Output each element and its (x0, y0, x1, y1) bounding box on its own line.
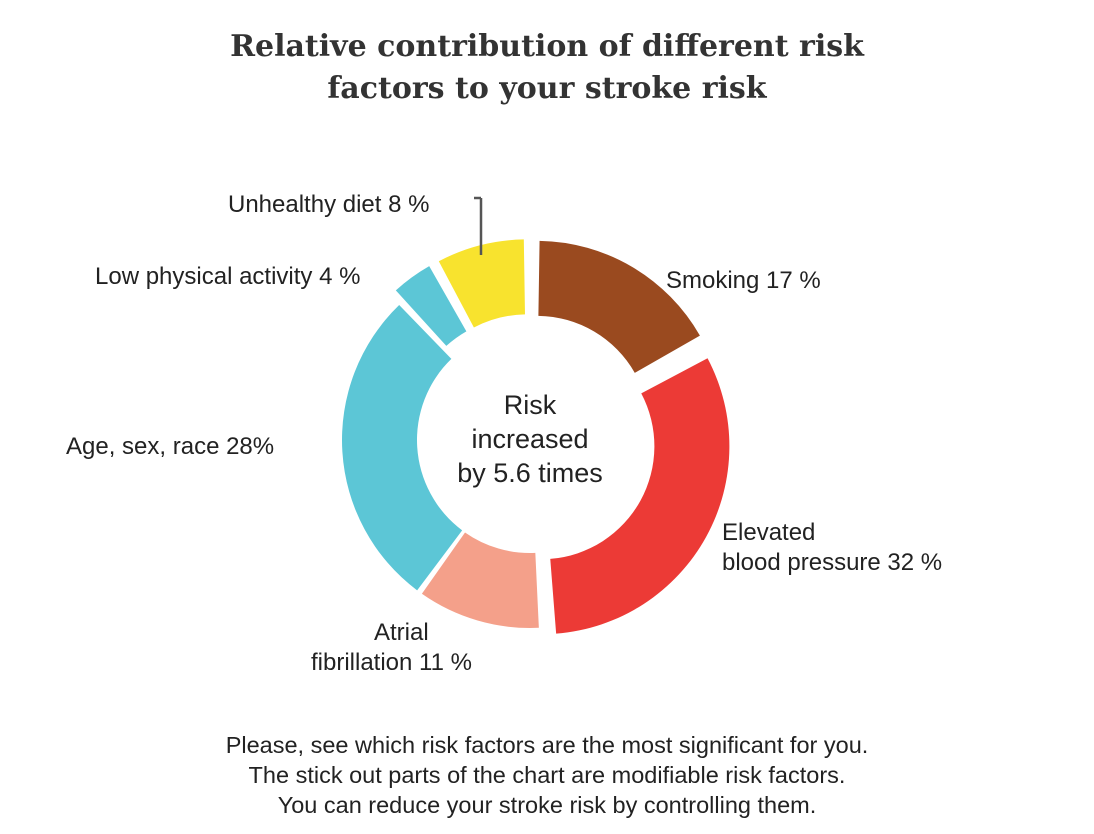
title-line: factors to your stroke risk (327, 71, 767, 106)
label-text: Unhealthy diet 8 % (228, 191, 430, 218)
donut-slice-smoking (538, 240, 700, 373)
footnote: Please, see which risk factors are the m… (0, 730, 1094, 820)
footnote-line: You can reduce your stroke risk by contr… (277, 792, 817, 818)
label-text: fibrillation 11 % (311, 649, 472, 676)
donut-slice-age-sex-race (342, 304, 463, 591)
label-low-physical-activity: Low physical activity 4 % (95, 262, 360, 292)
label-text: Low physical activity 4 % (95, 263, 361, 290)
title-line: Relative contribution of different risk (230, 29, 864, 64)
footnote-line: The stick out parts of the chart are mod… (248, 762, 846, 788)
donut-slice-unhealthy-diet (438, 239, 525, 328)
chart-title: Relative contribution of different risk … (0, 26, 1094, 110)
center-text: Risk increased by 5.6 times (430, 388, 630, 490)
donut-slice-low-physical-activity (395, 266, 467, 346)
center-line: Risk (503, 390, 557, 420)
footnote-line: Please, see which risk factors are the m… (225, 732, 869, 758)
label-text: Smoking 17 % (666, 267, 821, 294)
donut-slice-atrial-fibrillation (421, 532, 539, 629)
center-line: increased (471, 424, 589, 454)
label-age-sex-race: Age, sex, race 28% (66, 432, 274, 462)
label-atrial-fibrillation: Atrial (374, 618, 429, 648)
label-text: Age, sex, race 28% (66, 433, 275, 460)
label-smoking: Smoking 17 % (666, 266, 821, 296)
label-text: blood pressure 32 % (722, 549, 943, 576)
label-unhealthy-diet: Unhealthy diet 8 % (228, 190, 429, 220)
label-text: Elevated (722, 519, 816, 546)
label-atrial-fibrillation-2: fibrillation 11 % (311, 648, 472, 678)
label-blood-pressure: Elevated blood pressure 32 % (722, 518, 942, 578)
label-text: Atrial (374, 619, 429, 646)
center-line: by 5.6 times (457, 458, 603, 488)
donut-slice-elevated-blood-pressure (550, 358, 730, 634)
